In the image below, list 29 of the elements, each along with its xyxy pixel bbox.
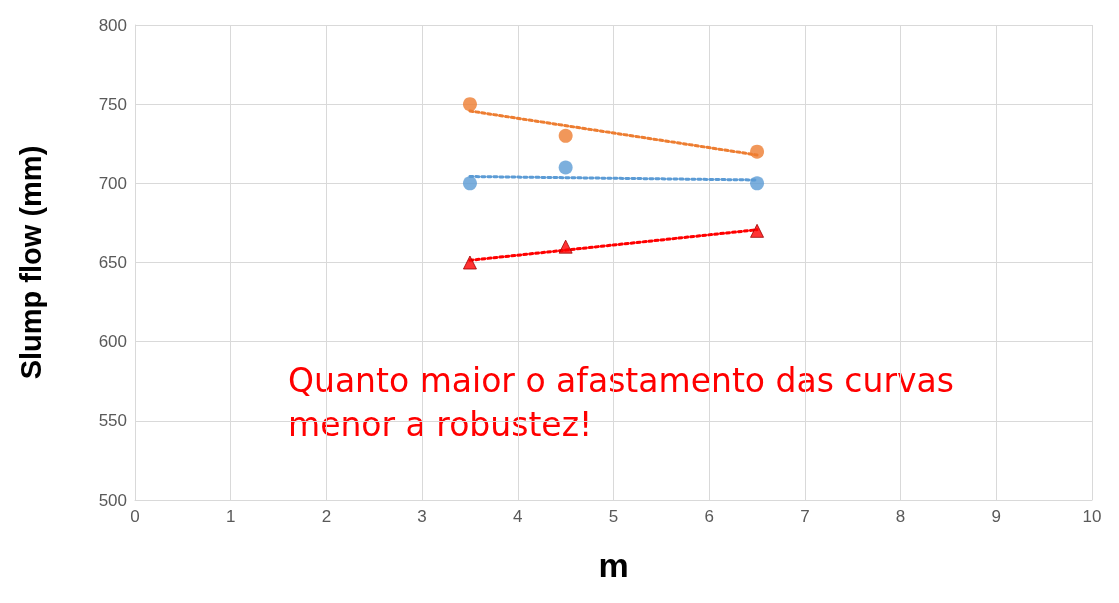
x-tick-label: 1 — [225, 507, 236, 526]
point — [750, 144, 765, 159]
point — [558, 128, 573, 143]
x-tick-label: 10 — [1082, 507, 1102, 526]
point — [750, 223, 765, 238]
x-tick-label: 2 — [321, 507, 332, 526]
y-tick-label: 650 — [98, 253, 127, 272]
point — [558, 160, 573, 175]
x-tick-label: 4 — [513, 507, 523, 526]
x-tick-label: 3 — [417, 507, 427, 526]
x-tick-label: 9 — [991, 507, 1002, 526]
point — [462, 97, 477, 112]
point — [750, 176, 765, 191]
point — [462, 255, 477, 270]
y-axis-title: Slump flow (mm) — [14, 145, 47, 380]
y-tick-label: 700 — [98, 173, 127, 193]
point — [462, 176, 477, 191]
x-axis-title: m — [598, 546, 629, 584]
y-tick-label: 800 — [98, 15, 127, 35]
y-tick-label: 750 — [98, 94, 127, 114]
y-tick-label: 600 — [98, 332, 127, 352]
point — [558, 239, 573, 254]
y-tick-label: 550 — [98, 411, 127, 431]
y-tick-label: 500 — [98, 490, 127, 510]
x-tick-label: 0 — [130, 507, 140, 526]
x-tick-label: 8 — [895, 507, 906, 526]
x-tick-label: 6 — [704, 507, 714, 526]
x-tick-label: 5 — [608, 507, 619, 526]
x-tick-label: 7 — [800, 507, 810, 526]
